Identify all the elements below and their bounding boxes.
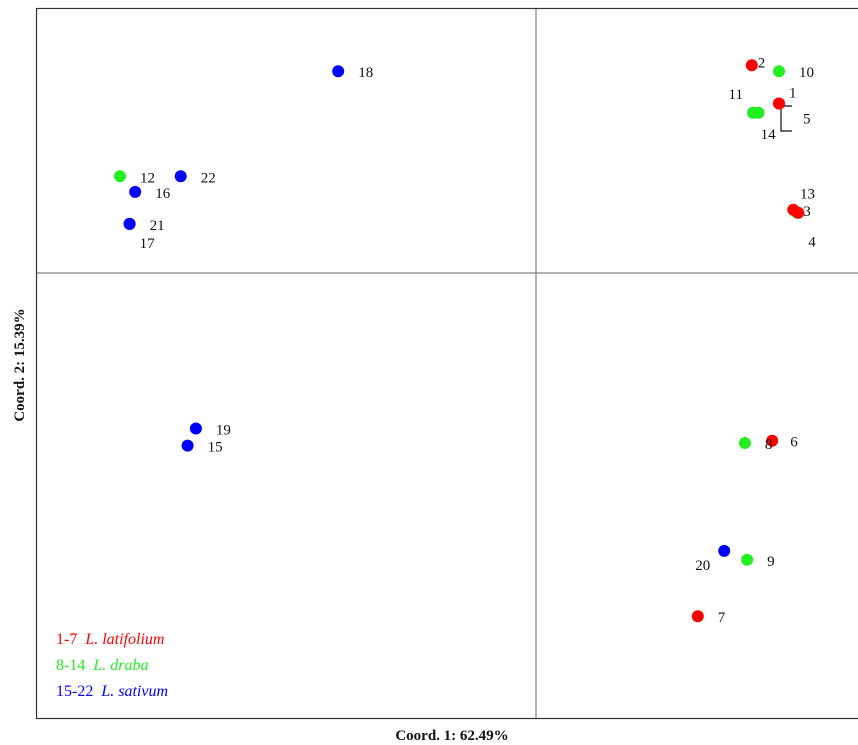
y-axis-title: Coord. 2: 15.39%: [12, 308, 28, 421]
label-connectors: [780, 105, 792, 132]
point-6: [766, 434, 779, 447]
point-9: [741, 553, 754, 566]
point-label-21: 21: [150, 218, 165, 234]
legend-entry-draba: 8-14 L. draba: [56, 657, 148, 674]
legend-species-latifolium: L. latifolium: [84, 631, 164, 648]
point-label-11: 11: [729, 87, 743, 103]
point-15: [181, 439, 194, 452]
point-3: [787, 203, 800, 216]
legend-species-sativum: L. sativum: [100, 683, 168, 700]
point-label-5: 5: [803, 112, 811, 128]
point-label-14: 14: [761, 127, 777, 143]
point-18: [332, 65, 345, 78]
point-19: [189, 422, 202, 435]
point-14: [752, 106, 765, 119]
legend-species-draba: L. draba: [92, 657, 148, 674]
legend-entry-latifolium: 1-7 L. latifolium: [56, 631, 164, 648]
point-label-13: 13: [800, 187, 815, 203]
point-8: [738, 437, 751, 449]
legend-range-draba: 8-14: [56, 657, 85, 674]
point-label-2: 2: [758, 55, 766, 71]
plot-frame: [35, 7, 858, 720]
point-22: [174, 170, 187, 183]
point-label-19: 19: [216, 423, 231, 439]
point-label-16: 16: [155, 186, 171, 202]
point-label-17: 17: [140, 236, 156, 252]
point-10: [773, 65, 785, 78]
point-label-3: 3: [803, 204, 811, 220]
point-label-10: 10: [799, 65, 814, 81]
point-1: [773, 97, 785, 110]
legend-entry-sativum: 15-22 L. sativum: [56, 683, 168, 700]
point-label-12: 12: [140, 170, 155, 186]
point-label-18: 18: [358, 65, 373, 81]
point-20: [718, 544, 731, 557]
point-label-20: 20: [695, 558, 710, 574]
point-7: [691, 610, 704, 623]
point-label-9: 9: [767, 554, 775, 570]
legend-range-sativum: 15-22: [56, 683, 93, 700]
legend-range-latifolium: 1-7: [56, 631, 77, 648]
point-label-15: 15: [208, 440, 223, 456]
point-2: [745, 59, 758, 72]
x-axis-title: Coord. 1: 62.49%: [395, 728, 508, 744]
point-label-8: 8: [765, 437, 773, 453]
point-label-1: 1: [789, 86, 797, 102]
data-points: [114, 59, 805, 623]
point-12: [114, 170, 126, 183]
point-label-4: 4: [808, 235, 816, 251]
point-16: [129, 185, 142, 198]
legend: 1-7 L. latifolium 8-14 L. draba 15-22 L.…: [56, 631, 168, 700]
point-label-6: 6: [790, 435, 798, 451]
point-17: [123, 217, 136, 230]
point-label-22: 22: [201, 170, 216, 186]
point-label-7: 7: [718, 610, 726, 626]
bracket-connector: [780, 105, 792, 132]
